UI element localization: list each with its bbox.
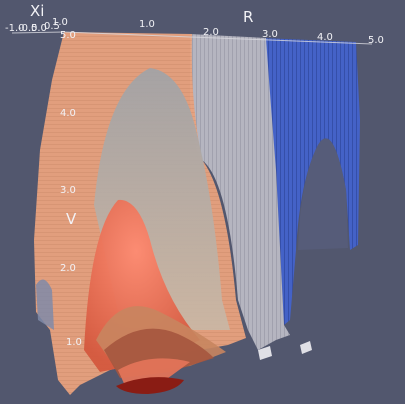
xi-axis-tick: 0.5	[44, 21, 60, 32]
red-core-isosurface	[84, 199, 226, 388]
xi-axis-tick: -1.0	[5, 23, 25, 34]
blue-isosurface	[262, 38, 360, 325]
v-axis-title: V	[66, 210, 77, 228]
xi-axis-title: Xi	[30, 2, 44, 20]
xi-axis-tick: 0.0	[31, 23, 47, 34]
r-axis: R 1.0 2.0 3.0 4.0 5.0	[139, 8, 384, 46]
dark-red-core	[116, 377, 184, 394]
gray-isosurface	[190, 34, 312, 360]
v-axis-tick: 3.0	[60, 185, 76, 196]
v-axis-tick: 5.0	[60, 30, 76, 41]
xi-axis-tick: -0.5	[18, 23, 38, 34]
v-axis-tick: 1.0	[66, 337, 82, 348]
v-axis: V 5.0 4.0 3.0 2.0 1.0	[60, 30, 82, 348]
r-axis-tick: 1.0	[139, 19, 155, 30]
r-axis-tick: 2.0	[203, 27, 219, 38]
axis-lines	[11, 31, 373, 45]
v-axis-tick: 2.0	[60, 263, 76, 274]
xi-axis: Xi -1.0 -0.5 0.0 0.5 1.0	[5, 2, 68, 34]
r-axis-tick: 5.0	[368, 35, 384, 46]
r-axis-title: R	[243, 8, 253, 26]
v-axis-tick: 4.0	[60, 108, 76, 119]
r-axis-tick: 4.0	[317, 32, 333, 43]
r-axis-tick: 3.0	[262, 29, 278, 40]
xi-axis-tick: 1.0	[52, 17, 68, 28]
